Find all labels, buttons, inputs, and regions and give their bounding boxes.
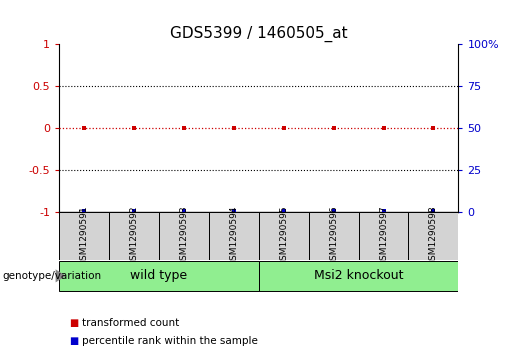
Text: percentile rank within the sample: percentile rank within the sample bbox=[82, 336, 259, 346]
Bar bbox=[59, 212, 109, 260]
Text: ■: ■ bbox=[70, 318, 79, 328]
Title: GDS5399 / 1460505_at: GDS5399 / 1460505_at bbox=[170, 26, 348, 42]
Text: GSM1290591: GSM1290591 bbox=[80, 205, 89, 266]
Text: GSM1290597: GSM1290597 bbox=[379, 205, 388, 266]
Bar bbox=[159, 212, 209, 260]
Text: genotype/variation: genotype/variation bbox=[3, 271, 101, 281]
Text: GSM1290594: GSM1290594 bbox=[229, 206, 238, 266]
Bar bbox=[109, 212, 159, 260]
Text: transformed count: transformed count bbox=[82, 318, 180, 328]
Text: GSM1290593: GSM1290593 bbox=[179, 205, 188, 266]
Polygon shape bbox=[56, 269, 66, 282]
Bar bbox=[209, 212, 259, 260]
Text: GSM1290598: GSM1290598 bbox=[429, 205, 438, 266]
Text: GSM1290596: GSM1290596 bbox=[329, 205, 338, 266]
Bar bbox=[259, 261, 458, 290]
Text: GSM1290595: GSM1290595 bbox=[279, 205, 288, 266]
Bar bbox=[308, 212, 358, 260]
Text: wild type: wild type bbox=[130, 269, 187, 282]
Bar bbox=[408, 212, 458, 260]
Bar bbox=[259, 212, 308, 260]
Text: Msi2 knockout: Msi2 knockout bbox=[314, 269, 403, 282]
Text: ■: ■ bbox=[70, 336, 79, 346]
Bar bbox=[358, 212, 408, 260]
Text: GSM1290592: GSM1290592 bbox=[130, 206, 139, 266]
Bar bbox=[59, 261, 259, 290]
